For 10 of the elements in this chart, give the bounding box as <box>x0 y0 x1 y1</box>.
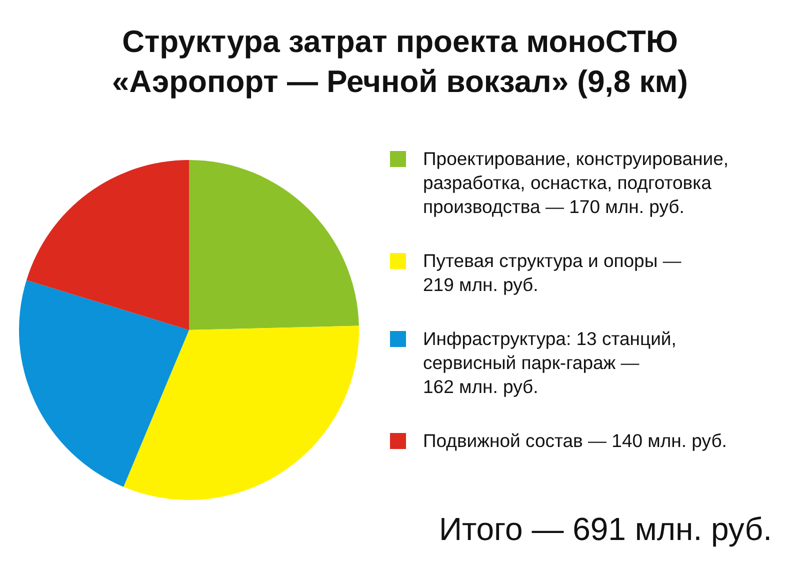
pie-slice <box>124 326 359 500</box>
pie-slice <box>26 160 189 330</box>
chart-title: Структура затрат проекта моноСТЮ «Аэропорт — Речной вокзал» (9,8 км) <box>112 24 688 99</box>
text: Итого — 691 млн. руб. <box>438 511 772 547</box>
pie-slice <box>19 280 189 487</box>
legend-label: Путевая структура и опоры — 219 млн. руб. <box>423 250 682 295</box>
pie-slice <box>189 160 359 330</box>
legend-label: Инфраструктура: 13 станций, сервисный парк-гараж — 162 млн. руб. <box>423 328 676 397</box>
legend-label: Проектирование, конструирование, разработка, оснастка, подготовка производства — 170 млн. руб. <box>423 148 729 217</box>
legend-label: Подвижной состав — 140 млн. руб. <box>423 430 727 451</box>
